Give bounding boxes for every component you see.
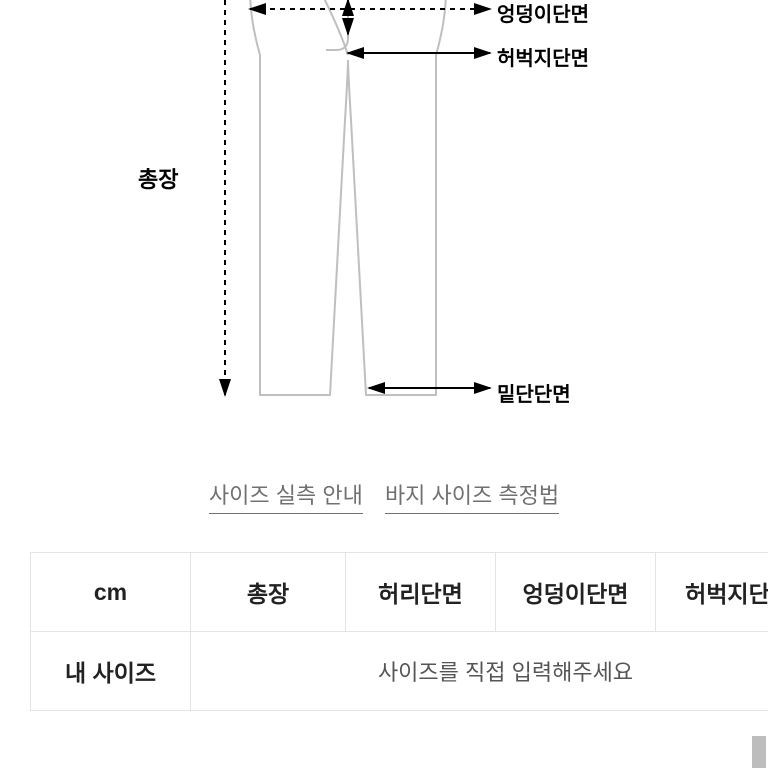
label-length: 총장 [138, 162, 178, 194]
label-thigh: 허벅지단면 [497, 42, 589, 71]
col-unit: cm [31, 553, 191, 632]
size-table: cm 총장 허리단면 엉덩이단면 허벅지단면 내 사이즈 사이즈를 직접 입력해… [30, 552, 768, 711]
table-header-row: cm 총장 허리단면 엉덩이단면 허벅지단면 [31, 553, 768, 632]
label-hem: 밑단단면 [497, 378, 571, 407]
mysize-prompt[interactable]: 사이즈를 직접 입력해주세요 [191, 632, 768, 711]
mysize-row: 내 사이즈 사이즈를 직접 입력해주세요 [31, 632, 768, 711]
col-0: 총장 [191, 553, 346, 632]
diagram-svg [0, 0, 768, 460]
col-1: 허리단면 [346, 553, 496, 632]
scrollbar-thumb[interactable] [752, 736, 766, 768]
pants-measurement-diagram: 엉덩이단면 허벅지단면 총장 밑단단면 [0, 0, 768, 460]
col-3: 허벅지단면 [656, 553, 768, 632]
link-howto-measure[interactable]: 바지 사이즈 측정법 [385, 478, 559, 514]
link-size-guide[interactable]: 사이즈 실측 안내 [209, 478, 363, 514]
label-hip: 엉덩이단면 [497, 0, 589, 27]
mysize-label: 내 사이즈 [31, 632, 191, 711]
size-table-wrap: cm 총장 허리단면 엉덩이단면 허벅지단면 내 사이즈 사이즈를 직접 입력해… [0, 552, 768, 711]
help-links: 사이즈 실측 안내 바지 사이즈 측정법 [0, 478, 768, 514]
col-2: 엉덩이단면 [496, 553, 656, 632]
pants-outline [250, 0, 446, 395]
